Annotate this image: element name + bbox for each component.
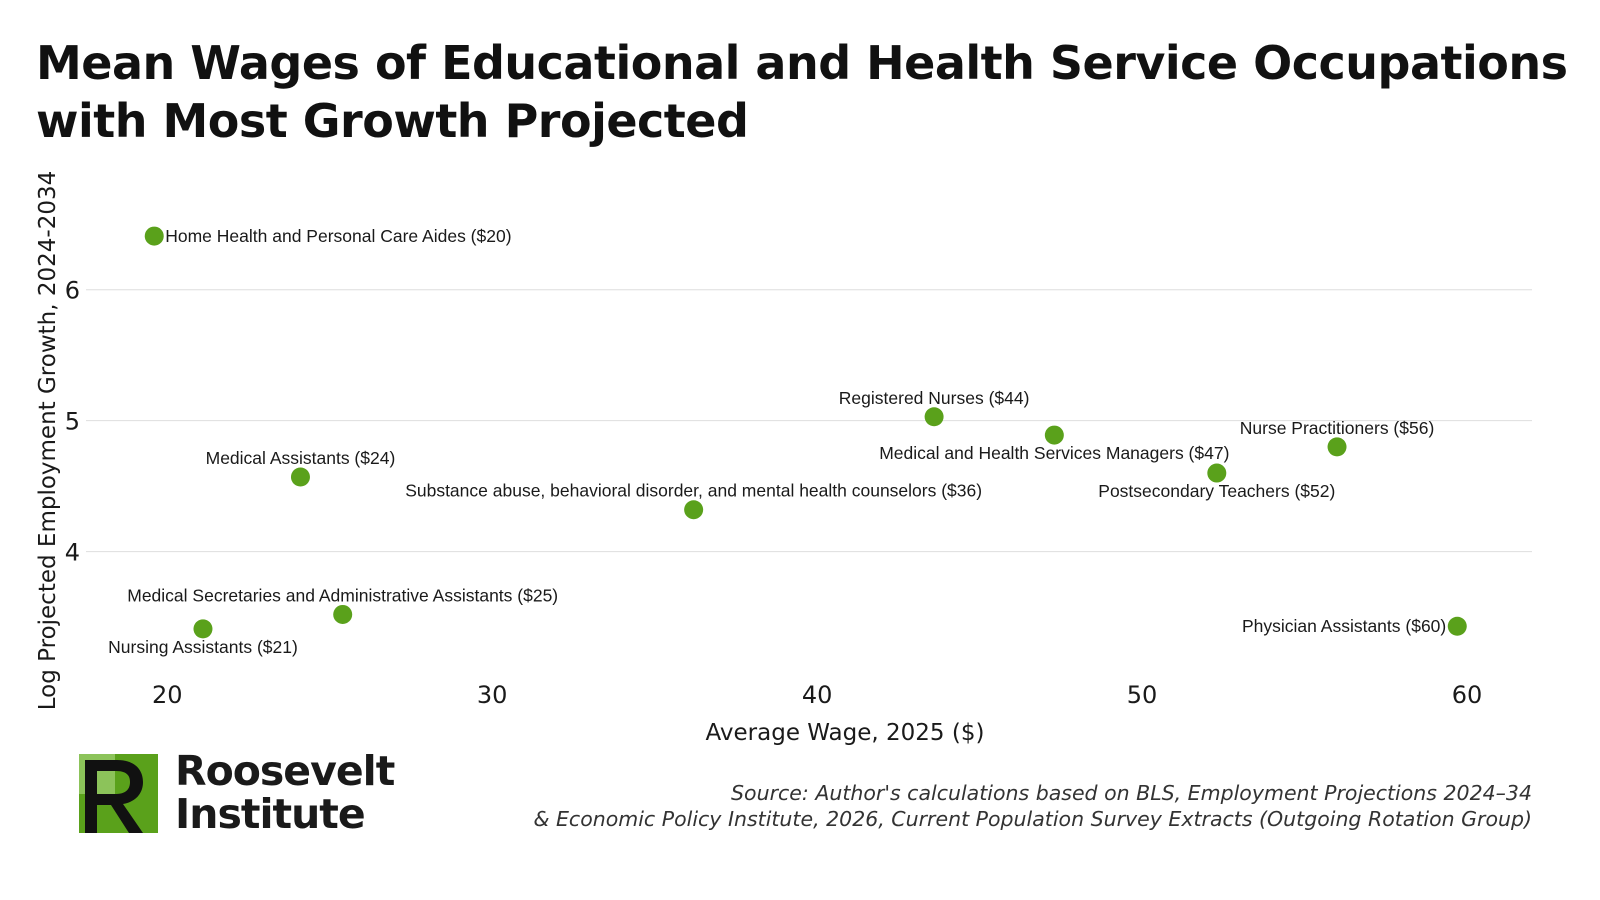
data-point xyxy=(290,467,310,487)
data-point-label: Registered Nurses ($44) xyxy=(839,388,1030,408)
data-point xyxy=(333,604,353,624)
y-tick-label: 4 xyxy=(65,539,80,567)
axis-ticks: 4 5 6 20 30 40 50 60 xyxy=(65,277,1483,709)
data-point-label: Nursing Assistants ($21) xyxy=(108,637,298,657)
y-tick-label: 5 xyxy=(65,408,80,436)
chart-title-line-2: with Most Growth Projected xyxy=(36,94,749,148)
x-tick-label: 30 xyxy=(477,681,508,709)
data-points xyxy=(144,226,1467,639)
data-point-label: Nurse Practitioners ($56) xyxy=(1240,418,1435,438)
chart-title-line-1: Mean Wages of Educational and Health Ser… xyxy=(36,36,1568,90)
roosevelt-institute-logo: Roosevelt Institute xyxy=(79,750,409,836)
source-line-2: & Economic Policy Institute, 2026, Curre… xyxy=(533,807,1532,831)
data-point xyxy=(193,619,213,639)
data-point xyxy=(1327,437,1347,457)
data-point-label: Physician Assistants ($60) xyxy=(1242,616,1446,636)
x-tick-label: 40 xyxy=(802,681,833,709)
data-point xyxy=(1207,463,1227,483)
data-point xyxy=(1044,425,1064,445)
data-point-label: Postsecondary Teachers ($52) xyxy=(1098,481,1335,501)
roosevelt-r-icon xyxy=(79,754,158,833)
source-line-1: Source: Author's calculations based on B… xyxy=(731,781,1532,805)
data-point-label: Medical and Health Services Managers ($4… xyxy=(879,443,1229,463)
x-tick-label: 60 xyxy=(1452,681,1483,709)
chart-title: Mean Wages of Educational and Health Ser… xyxy=(36,34,1568,150)
data-point-label: Home Health and Personal Care Aides ($20… xyxy=(165,226,511,246)
data-point-label: Substance abuse, behavioral disorder, an… xyxy=(405,481,982,501)
source-note: Source: Author's calculations based on B… xyxy=(533,780,1532,832)
x-tick-label: 20 xyxy=(152,681,183,709)
y-axis-title: Log Projected Employment Growth, 2024-20… xyxy=(35,171,61,710)
y-tick-label: 6 xyxy=(65,277,80,305)
data-point-label: Medical Assistants ($24) xyxy=(206,448,396,468)
logo-line-1: Roosevelt xyxy=(175,747,395,795)
gridlines xyxy=(86,289,1532,553)
data-point xyxy=(684,500,704,520)
x-tick-label: 50 xyxy=(1127,681,1158,709)
data-labels: Home Health and Personal Care Aides ($20… xyxy=(108,226,1446,657)
logo-wordmark: Roosevelt Institute xyxy=(175,747,395,838)
x-axis-title: Average Wage, 2025 ($) xyxy=(706,720,985,746)
data-point xyxy=(1447,616,1467,636)
data-point-label: Medical Secretaries and Administrative A… xyxy=(127,585,558,605)
logo-line-2: Institute xyxy=(175,790,366,838)
data-point xyxy=(924,407,944,427)
data-point xyxy=(144,226,164,246)
